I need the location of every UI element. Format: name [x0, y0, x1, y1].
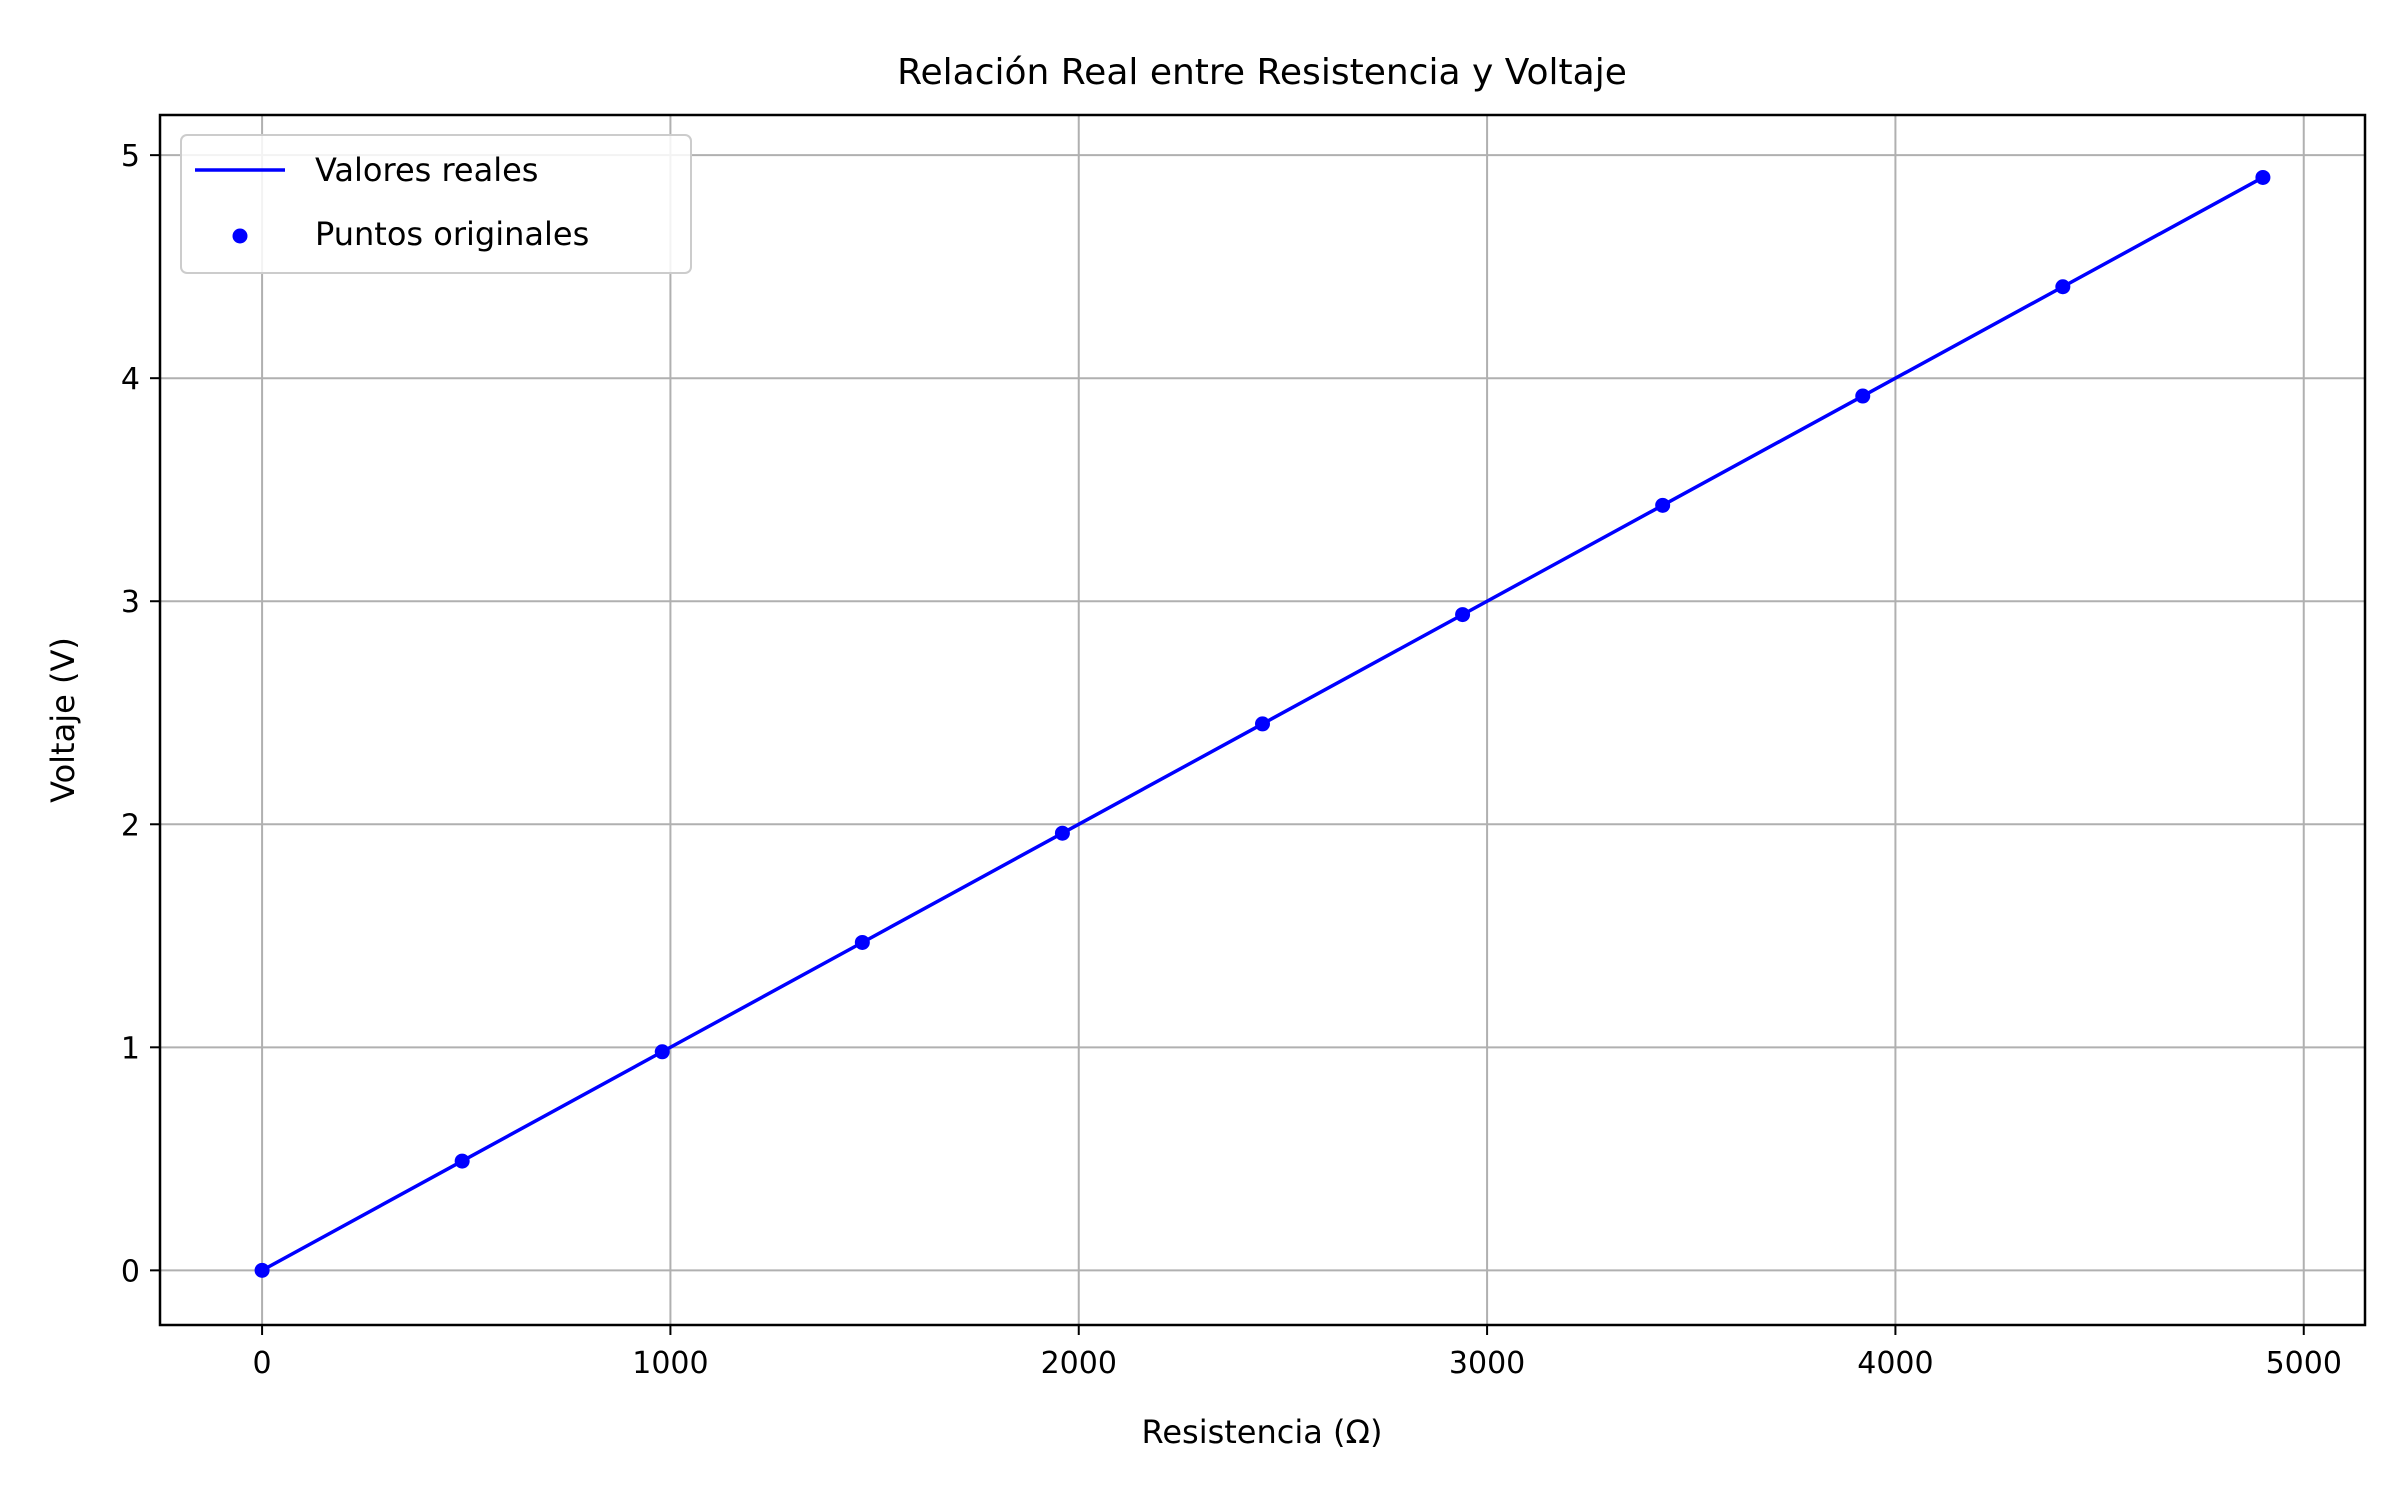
chart-title: Relación Real entre Resistencia y Voltaj… — [897, 52, 1627, 93]
series-layer — [254, 169, 2271, 1278]
legend: Valores reales Puntos originales — [180, 134, 692, 274]
y-tick-label: 5 — [121, 139, 140, 174]
y-tick-label: 0 — [121, 1254, 140, 1289]
legend-entry-puntos-originales: Puntos originales — [315, 215, 589, 253]
x-tick-label: 4000 — [1857, 1346, 1933, 1381]
data-point — [1855, 388, 1871, 404]
legend-box — [180, 134, 692, 274]
y-tick-label: 2 — [121, 808, 140, 843]
y-tick-label: 3 — [121, 585, 140, 620]
data-point — [2255, 169, 2271, 185]
data-point — [2055, 279, 2071, 295]
data-point — [1655, 497, 1671, 513]
x-tick-label: 0 — [253, 1346, 272, 1381]
data-point — [454, 1153, 470, 1169]
data-point — [1455, 607, 1471, 623]
x-tick-label: 2000 — [1041, 1346, 1117, 1381]
data-point — [1255, 716, 1270, 732]
legend-marker-swatch — [232, 228, 248, 244]
data-point — [854, 934, 870, 950]
x-tick-label: 1000 — [632, 1346, 708, 1381]
data-point — [1054, 825, 1070, 841]
y-axis-ticks: 0 1 2 3 4 5 — [121, 139, 160, 1289]
data-point — [254, 1262, 270, 1278]
y-axis-label: Voltaje (V) — [44, 637, 82, 803]
x-tick-label: 5000 — [2266, 1346, 2342, 1381]
legend-entry-valores-reales: Valores reales — [315, 151, 538, 189]
data-point — [654, 1044, 670, 1060]
plot-frame — [158, 113, 2367, 1327]
y-tick-label: 1 — [121, 1031, 140, 1066]
x-axis-ticks: 0 1000 2000 3000 4000 5000 — [253, 1325, 2342, 1381]
y-tick-label: 4 — [121, 362, 140, 397]
x-axis-label: Resistencia (Ω) — [1142, 1413, 1383, 1451]
x-tick-label: 3000 — [1449, 1346, 1525, 1381]
